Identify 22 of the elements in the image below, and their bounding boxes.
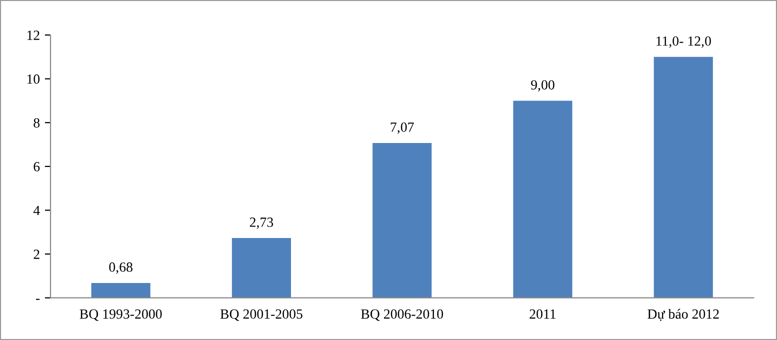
bar	[513, 100, 572, 298]
data-label: 11,0- 12,0	[656, 36, 711, 48]
x-tick-label: Dự báo 2012	[648, 308, 719, 321]
data-label: 2,73	[250, 218, 274, 229]
bar	[91, 282, 150, 298]
y-tick-label: 6	[34, 162, 40, 172]
x-tick-label: BQ 1993-2000	[80, 309, 162, 321]
data-label: 0,68	[109, 262, 132, 274]
y-tick-label: 10	[27, 74, 40, 84]
bar	[372, 142, 432, 298]
y-tick-label: 8	[34, 118, 40, 128]
x-tick-label: BQ 2001-2005	[220, 309, 302, 321]
y-tick-label: 4	[33, 206, 40, 216]
x-tick-label: BQ 2006-2010	[361, 309, 444, 321]
bar	[232, 238, 291, 298]
data-label: 9,00	[531, 80, 554, 92]
x-tick-label: 2011	[530, 309, 556, 319]
bar	[654, 56, 713, 298]
y-tick-label: 12	[27, 30, 40, 40]
y-tick-label: 2	[34, 250, 40, 259]
y-tick-label: -	[36, 298, 40, 300]
data-label: 7,07	[390, 122, 414, 134]
